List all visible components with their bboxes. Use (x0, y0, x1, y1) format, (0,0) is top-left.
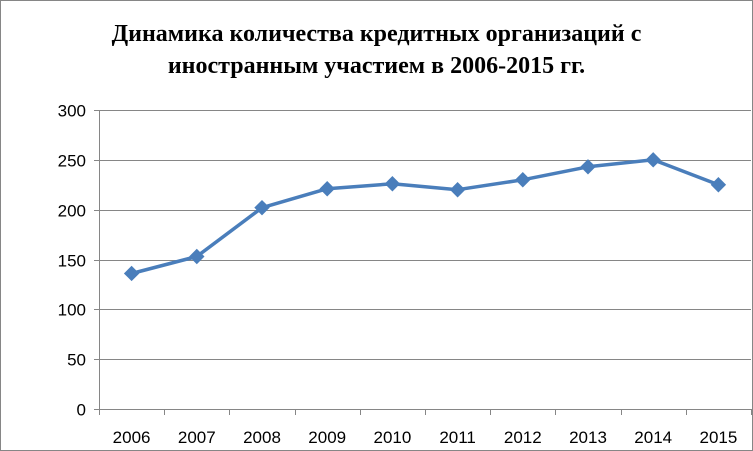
x-tick-label: 2006 (113, 428, 151, 447)
data-point-2010 (384, 176, 401, 192)
series-line (131, 158, 720, 276)
chart-title-line-2: иностранным участием в 2006-2015 гг. (167, 53, 586, 79)
data-point-2013 (580, 159, 596, 175)
y-tick-label: 100 (58, 301, 86, 320)
data-point-2015 (710, 177, 727, 193)
data-point-2011 (449, 182, 466, 198)
data-point-2006 (123, 265, 140, 282)
x-tick-label: 2008 (243, 428, 281, 447)
x-tick-label: 2012 (504, 428, 542, 447)
data-point-2008 (254, 199, 270, 216)
y-tick-label: 200 (58, 202, 86, 221)
data-point-2007 (189, 248, 205, 265)
x-tick-label: 2015 (699, 428, 737, 447)
x-tick-labels: 2006 2007 2008 2009 2010 2011 2012 2013 2014 2015 (113, 428, 738, 447)
data-point-2012 (515, 172, 531, 188)
y-tick-labels: 0 50 100 150 200 250 300 (58, 102, 86, 420)
x-tick-label: 2011 (439, 428, 476, 447)
y-tick-label: 150 (58, 252, 86, 271)
chart-title: Динамика количества кредитных организаци… (0, 18, 753, 82)
axes (94, 110, 752, 415)
x-tick-label: 2014 (634, 428, 672, 447)
series-layer (123, 152, 727, 282)
x-tick-label: 2013 (569, 428, 607, 447)
x-tick-label: 2007 (178, 428, 216, 447)
y-tick-label: 250 (58, 152, 86, 171)
y-tick-label: 300 (58, 102, 86, 121)
chart-title-line-1: Динамика количества кредитных организаци… (111, 21, 642, 47)
y-tick-label: 0 (77, 401, 86, 420)
y-tick-label: 50 (67, 351, 86, 370)
x-tick-label: 2009 (308, 428, 346, 447)
x-tick-label: 2010 (373, 428, 411, 447)
data-point-2014 (645, 152, 661, 168)
data-point-2009 (319, 181, 335, 197)
gridlines (99, 110, 751, 360)
